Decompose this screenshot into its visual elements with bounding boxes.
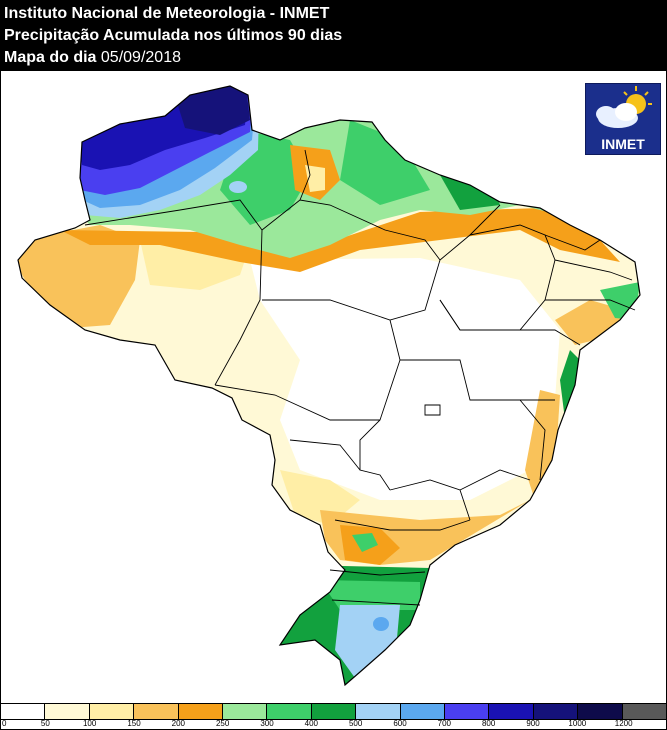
legend-tick-label: 0 (2, 719, 7, 728)
precipitation-map (17, 85, 641, 686)
legend-tick-label: 300 (260, 719, 274, 728)
map-date: 05/09/2018 (100, 49, 181, 66)
legend-swatch (578, 704, 623, 719)
legend-swatch (1, 704, 46, 719)
precipitation-legend: 0 50 100 150 200 250 300 400 500 600 700 800 900 1000… (1, 703, 667, 728)
legend-tick-label: 50 (40, 719, 50, 728)
legend-swatch (267, 704, 312, 719)
legend-swatch (489, 704, 534, 719)
legend-tick-label: 100 (82, 719, 97, 728)
legend-tick-label: 250 (215, 719, 230, 728)
legend-swatch (533, 704, 579, 719)
legend-tick-label: 500 (348, 719, 363, 728)
legend-tick-label: 700 (437, 719, 452, 728)
cloud-sun-icon (596, 86, 652, 128)
legend-tick-label: 150 (127, 719, 141, 728)
legend-swatch (89, 704, 135, 719)
legend-swatch (400, 704, 446, 719)
inmet-logo: INMET (585, 83, 661, 155)
legend-swatch (223, 704, 268, 719)
map-date-line: Mapa do dia 05/09/2018 (4, 48, 181, 68)
legend-swatch (311, 704, 357, 719)
legend-tick-label: 200 (171, 719, 186, 728)
legend-tick-label: 600 (393, 719, 407, 728)
legend-swatch (45, 704, 90, 719)
legend-swatch (178, 704, 224, 719)
map-title: Precipitação Acumulada nos últimos 90 di… (4, 27, 343, 44)
legend-swatch (356, 704, 401, 719)
state-borders (84, 149, 636, 606)
legend-swatch (622, 704, 667, 719)
legend-tick-label: 900 (526, 719, 540, 728)
logo-text: INMET (601, 136, 645, 152)
institute-title: Instituto Nacional de Meteorologia - INM… (4, 5, 330, 22)
legend-tick-label: 1000 (568, 719, 587, 728)
header-bar: Instituto Nacional de Meteorologia - INM… (0, 0, 667, 71)
legend-color-bar (1, 703, 667, 720)
legend-tick-label: 800 (481, 719, 496, 728)
legend-swatch (445, 704, 490, 719)
map-date-label: Mapa do dia (4, 49, 97, 66)
legend-swatch (134, 704, 179, 719)
legend-tick-label: 1200 (614, 719, 633, 728)
precipitation-fill (18, 86, 640, 685)
legend-tick-label: 400 (304, 719, 319, 728)
